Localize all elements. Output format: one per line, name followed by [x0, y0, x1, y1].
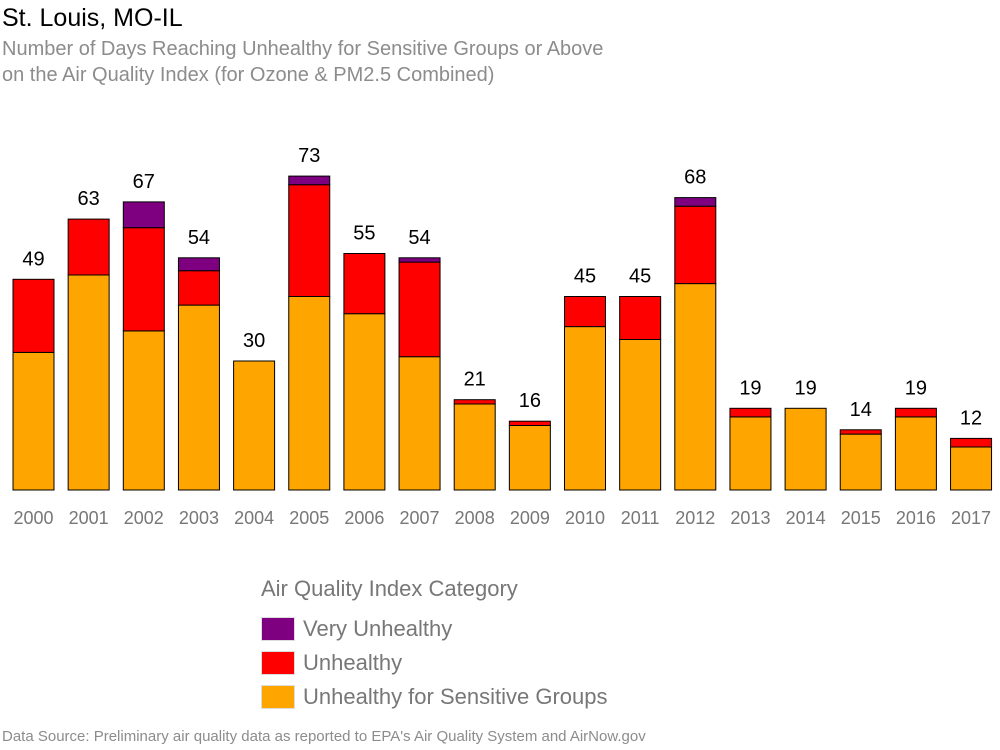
bar-segment-unhealthy-2006	[343, 253, 386, 315]
x-tick-label-2009: 2009	[510, 508, 550, 528]
legend-swatch-unhealthy	[261, 651, 295, 675]
x-tick-label-2007: 2007	[400, 508, 440, 528]
legend-label-very-unhealthy: Very Unhealthy	[303, 616, 453, 641]
bar-segment-very-unhealthy-2012	[674, 197, 717, 207]
total-label-2004: 30	[243, 330, 265, 352]
x-tick-label-2005: 2005	[289, 508, 329, 528]
total-label-2017: 12	[960, 407, 982, 429]
bar-segment-unhealthy-2005	[288, 184, 331, 297]
total-label-2005: 73	[298, 145, 320, 167]
x-tick-label-2002: 2002	[124, 508, 164, 528]
legend-label-unhealthy: Unhealthy	[303, 650, 403, 675]
bar-segment-unhealthy-2012	[674, 205, 717, 285]
legend-item-very-unhealthy: Very Unhealthy	[261, 612, 608, 646]
total-label-2003: 54	[188, 227, 210, 249]
total-label-2014: 19	[794, 377, 816, 399]
x-tick-label-2017: 2017	[951, 508, 991, 528]
x-tick-label-2016: 2016	[896, 508, 936, 528]
total-label-2002: 67	[133, 171, 155, 193]
chart-subtitle: Number of Days Reaching Unhealthy for Se…	[2, 36, 603, 88]
total-label-2013: 19	[739, 377, 761, 399]
bar-segment-unhealthy-for-sensitive-groups-2001	[67, 274, 110, 491]
bar-segment-unhealthy-2001	[67, 218, 110, 276]
chart-title: St. Louis, MO-IL	[2, 4, 183, 32]
total-label-2015: 14	[850, 399, 872, 421]
bar-segment-unhealthy-for-sensitive-groups-2005	[288, 296, 331, 491]
subtitle-line-2: on the Air Quality Index (for Ozone & PM…	[2, 64, 495, 86]
legend-item-unhealthy: Unhealthy	[261, 646, 608, 680]
legend-swatch-usg	[261, 685, 295, 709]
bar-segment-unhealthy-2013	[729, 407, 772, 418]
subtitle-line-1: Number of Days Reaching Unhealthy for Se…	[2, 38, 604, 60]
stacked-bar-chart: 49 2000 63 2001 67 2002 54 2003 30 2004 73 2005 55 20…	[12, 145, 993, 528]
bar-segment-unhealthy-2003	[177, 270, 220, 306]
bar-segment-unhealthy-2007	[398, 261, 441, 358]
total-label-2009: 16	[519, 390, 541, 412]
bar-segment-unhealthy-for-sensitive-groups-2009	[508, 425, 551, 491]
total-label-2000: 49	[22, 248, 44, 270]
x-tick-label-2013: 2013	[730, 508, 770, 528]
bar-segment-unhealthy-for-sensitive-groups-2014	[784, 407, 827, 491]
bar-segment-unhealthy-for-sensitive-groups-2011	[619, 339, 662, 491]
total-label-2001: 63	[78, 188, 100, 210]
bar-segment-unhealthy-for-sensitive-groups-2000	[12, 351, 55, 491]
x-tick-label-2014: 2014	[786, 508, 826, 528]
x-tick-label-2001: 2001	[69, 508, 109, 528]
bar-segment-unhealthy-2010	[564, 296, 606, 328]
legend-title: Air Quality Index Category	[261, 576, 518, 601]
x-tick-label-2000: 2000	[13, 508, 53, 528]
x-tick-label-2006: 2006	[344, 508, 384, 528]
x-tick-label-2003: 2003	[179, 508, 219, 528]
x-tick-label-2015: 2015	[841, 508, 881, 528]
legend-item-usg: Unhealthy for Sensitive Groups	[261, 680, 608, 714]
bar-segment-unhealthy-for-sensitive-groups-2003	[177, 304, 220, 491]
x-tick-label-2004: 2004	[234, 508, 274, 528]
bar-segment-unhealthy-2000	[12, 278, 55, 353]
bar-segment-very-unhealthy-2005	[288, 175, 331, 186]
bar-segment-very-unhealthy-2002	[122, 201, 165, 229]
bar-segment-unhealthy-for-sensitive-groups-2007	[398, 356, 441, 491]
total-label-2011: 45	[629, 266, 651, 288]
x-tick-label-2010: 2010	[565, 508, 605, 528]
bar-segment-very-unhealthy-2003	[177, 257, 220, 272]
x-tick-label-2011: 2011	[621, 508, 660, 528]
bar-segment-unhealthy-for-sensitive-groups-2016	[894, 416, 937, 491]
bar-segment-unhealthy-for-sensitive-groups-2002	[122, 330, 165, 491]
bar-segment-unhealthy-for-sensitive-groups-2012	[674, 283, 717, 491]
x-tick-label-2008: 2008	[455, 508, 495, 528]
total-label-2006: 55	[353, 223, 375, 245]
bar-segment-unhealthy-2017	[950, 437, 993, 448]
bar-segment-unhealthy-for-sensitive-groups-2013	[729, 416, 772, 491]
bar-segment-unhealthy-2016	[894, 407, 937, 418]
total-label-2012: 68	[684, 167, 706, 189]
bar-segment-unhealthy-2011	[619, 296, 662, 340]
total-label-2010: 45	[574, 266, 596, 288]
bar-segment-unhealthy-for-sensitive-groups-2008	[453, 403, 496, 491]
bar-segment-unhealthy-for-sensitive-groups-2004	[233, 360, 276, 491]
legend-swatch-very-unhealthy	[261, 617, 295, 641]
total-label-2016: 19	[905, 377, 927, 399]
bar-segment-unhealthy-for-sensitive-groups-2006	[343, 313, 386, 491]
legend: Air Quality Index Category Very Unhealth…	[261, 576, 608, 714]
data-source-note: Data Source: Preliminary air quality dat…	[2, 728, 646, 745]
bar-segment-unhealthy-for-sensitive-groups-2010	[564, 326, 606, 491]
legend-label-usg: Unhealthy for Sensitive Groups	[303, 684, 608, 709]
total-label-2008: 21	[464, 369, 486, 391]
x-tick-label-2012: 2012	[675, 508, 715, 528]
bar-segment-unhealthy-for-sensitive-groups-2015	[839, 433, 882, 491]
bar-segment-unhealthy-2009	[508, 420, 551, 427]
bar-segment-unhealthy-2002	[122, 227, 165, 332]
total-label-2007: 54	[408, 227, 430, 249]
bar-segment-unhealthy-for-sensitive-groups-2017	[950, 446, 993, 491]
bar-segment-very-unhealthy-2007	[398, 257, 441, 263]
bar-segment-unhealthy-2015	[839, 429, 882, 435]
bar-segment-unhealthy-2008	[453, 399, 496, 405]
